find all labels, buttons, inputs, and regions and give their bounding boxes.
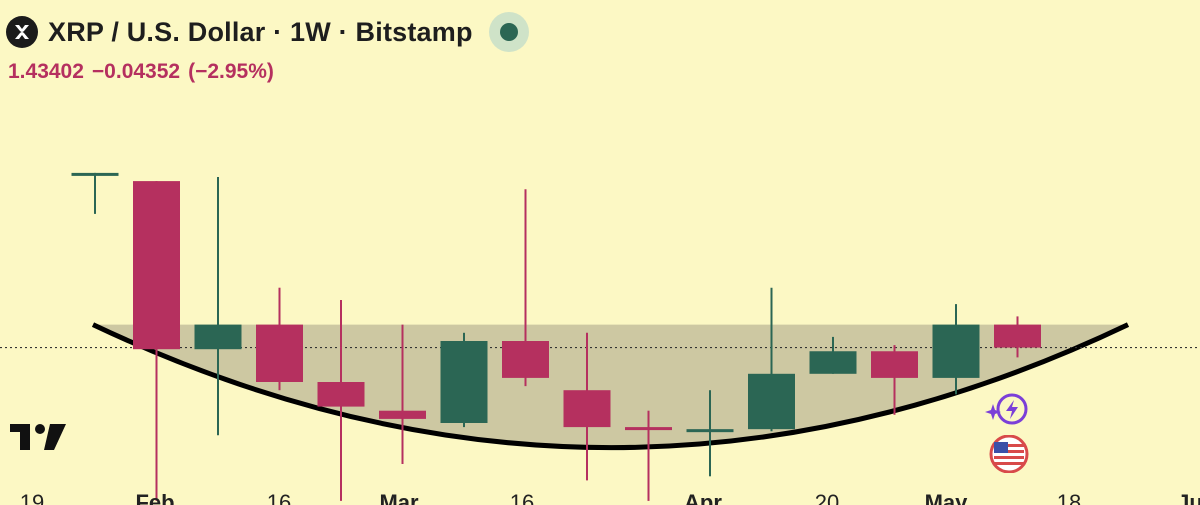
candle[interactable] xyxy=(625,410,672,501)
candle-body xyxy=(994,324,1041,348)
symbol-title: XRP / U.S. Dollar · 1W · Bitstamp xyxy=(48,16,473,47)
x-tick-label: Ju xyxy=(1177,490,1200,505)
candle[interactable] xyxy=(440,332,488,428)
price-quote: 1.43402 −0.04352 (−2.95%) xyxy=(8,60,282,84)
candle-body xyxy=(932,324,980,378)
candle[interactable] xyxy=(748,287,795,432)
price-change-percent: (−2.95%) xyxy=(188,60,274,83)
market-open-dot xyxy=(499,23,518,41)
xrp-x-icon xyxy=(6,16,38,48)
candle-body xyxy=(440,341,488,423)
us-flag-icon[interactable] xyxy=(988,434,1030,478)
candle[interactable] xyxy=(563,332,611,481)
x-tick-label: Apr xyxy=(684,490,722,505)
x-tick-label: 16 xyxy=(510,490,534,505)
candle-body xyxy=(686,429,734,433)
x-tick-label: Mar xyxy=(379,490,419,505)
candle[interactable] xyxy=(133,181,180,501)
candle[interactable] xyxy=(809,336,857,374)
x-tick-label: 20 xyxy=(815,490,839,505)
tradingview-logo-icon[interactable] xyxy=(10,422,68,457)
last-price: 1.43402 xyxy=(8,60,84,83)
candle-body xyxy=(133,181,180,350)
candle-body xyxy=(625,427,672,431)
candle-body xyxy=(194,324,242,350)
candle-body xyxy=(563,390,611,428)
x-tick-label: May xyxy=(925,490,969,505)
candle-body xyxy=(317,382,365,407)
candles xyxy=(71,172,1041,501)
x-tick-label: 18 xyxy=(1057,490,1081,505)
cup-pattern xyxy=(91,322,1130,451)
candle[interactable] xyxy=(71,172,119,214)
x-axis-ticks: 19 Feb 16 Mar 16 Apr 20 May 18 Ju xyxy=(20,490,1200,505)
symbol-header[interactable]: XRP / U.S. Dollar · 1W · Bitstamp xyxy=(6,12,529,52)
candle[interactable] xyxy=(502,189,549,387)
x-tick-label: Feb xyxy=(135,490,174,505)
candle[interactable] xyxy=(871,345,918,415)
price-change: −0.04352 xyxy=(91,60,181,83)
candle[interactable] xyxy=(379,324,426,464)
candle-body xyxy=(256,324,303,382)
candle-body xyxy=(502,341,549,378)
candle[interactable] xyxy=(256,287,303,391)
candle[interactable] xyxy=(994,316,1041,358)
candle[interactable] xyxy=(686,390,734,477)
candle[interactable] xyxy=(932,304,980,395)
candle-body xyxy=(871,351,918,378)
candle[interactable] xyxy=(194,177,242,436)
x-tick-label: 16 xyxy=(267,490,291,505)
candle[interactable] xyxy=(317,300,365,501)
sparkle-bolt-icon[interactable] xyxy=(983,392,1029,433)
cup-curve xyxy=(91,322,1130,451)
market-status-indicator[interactable] xyxy=(488,12,529,52)
candle-body xyxy=(71,172,119,176)
candle-body xyxy=(809,351,857,374)
candle-body xyxy=(379,410,426,419)
candle-body xyxy=(748,373,795,430)
x-tick-label: 19 xyxy=(20,490,44,505)
